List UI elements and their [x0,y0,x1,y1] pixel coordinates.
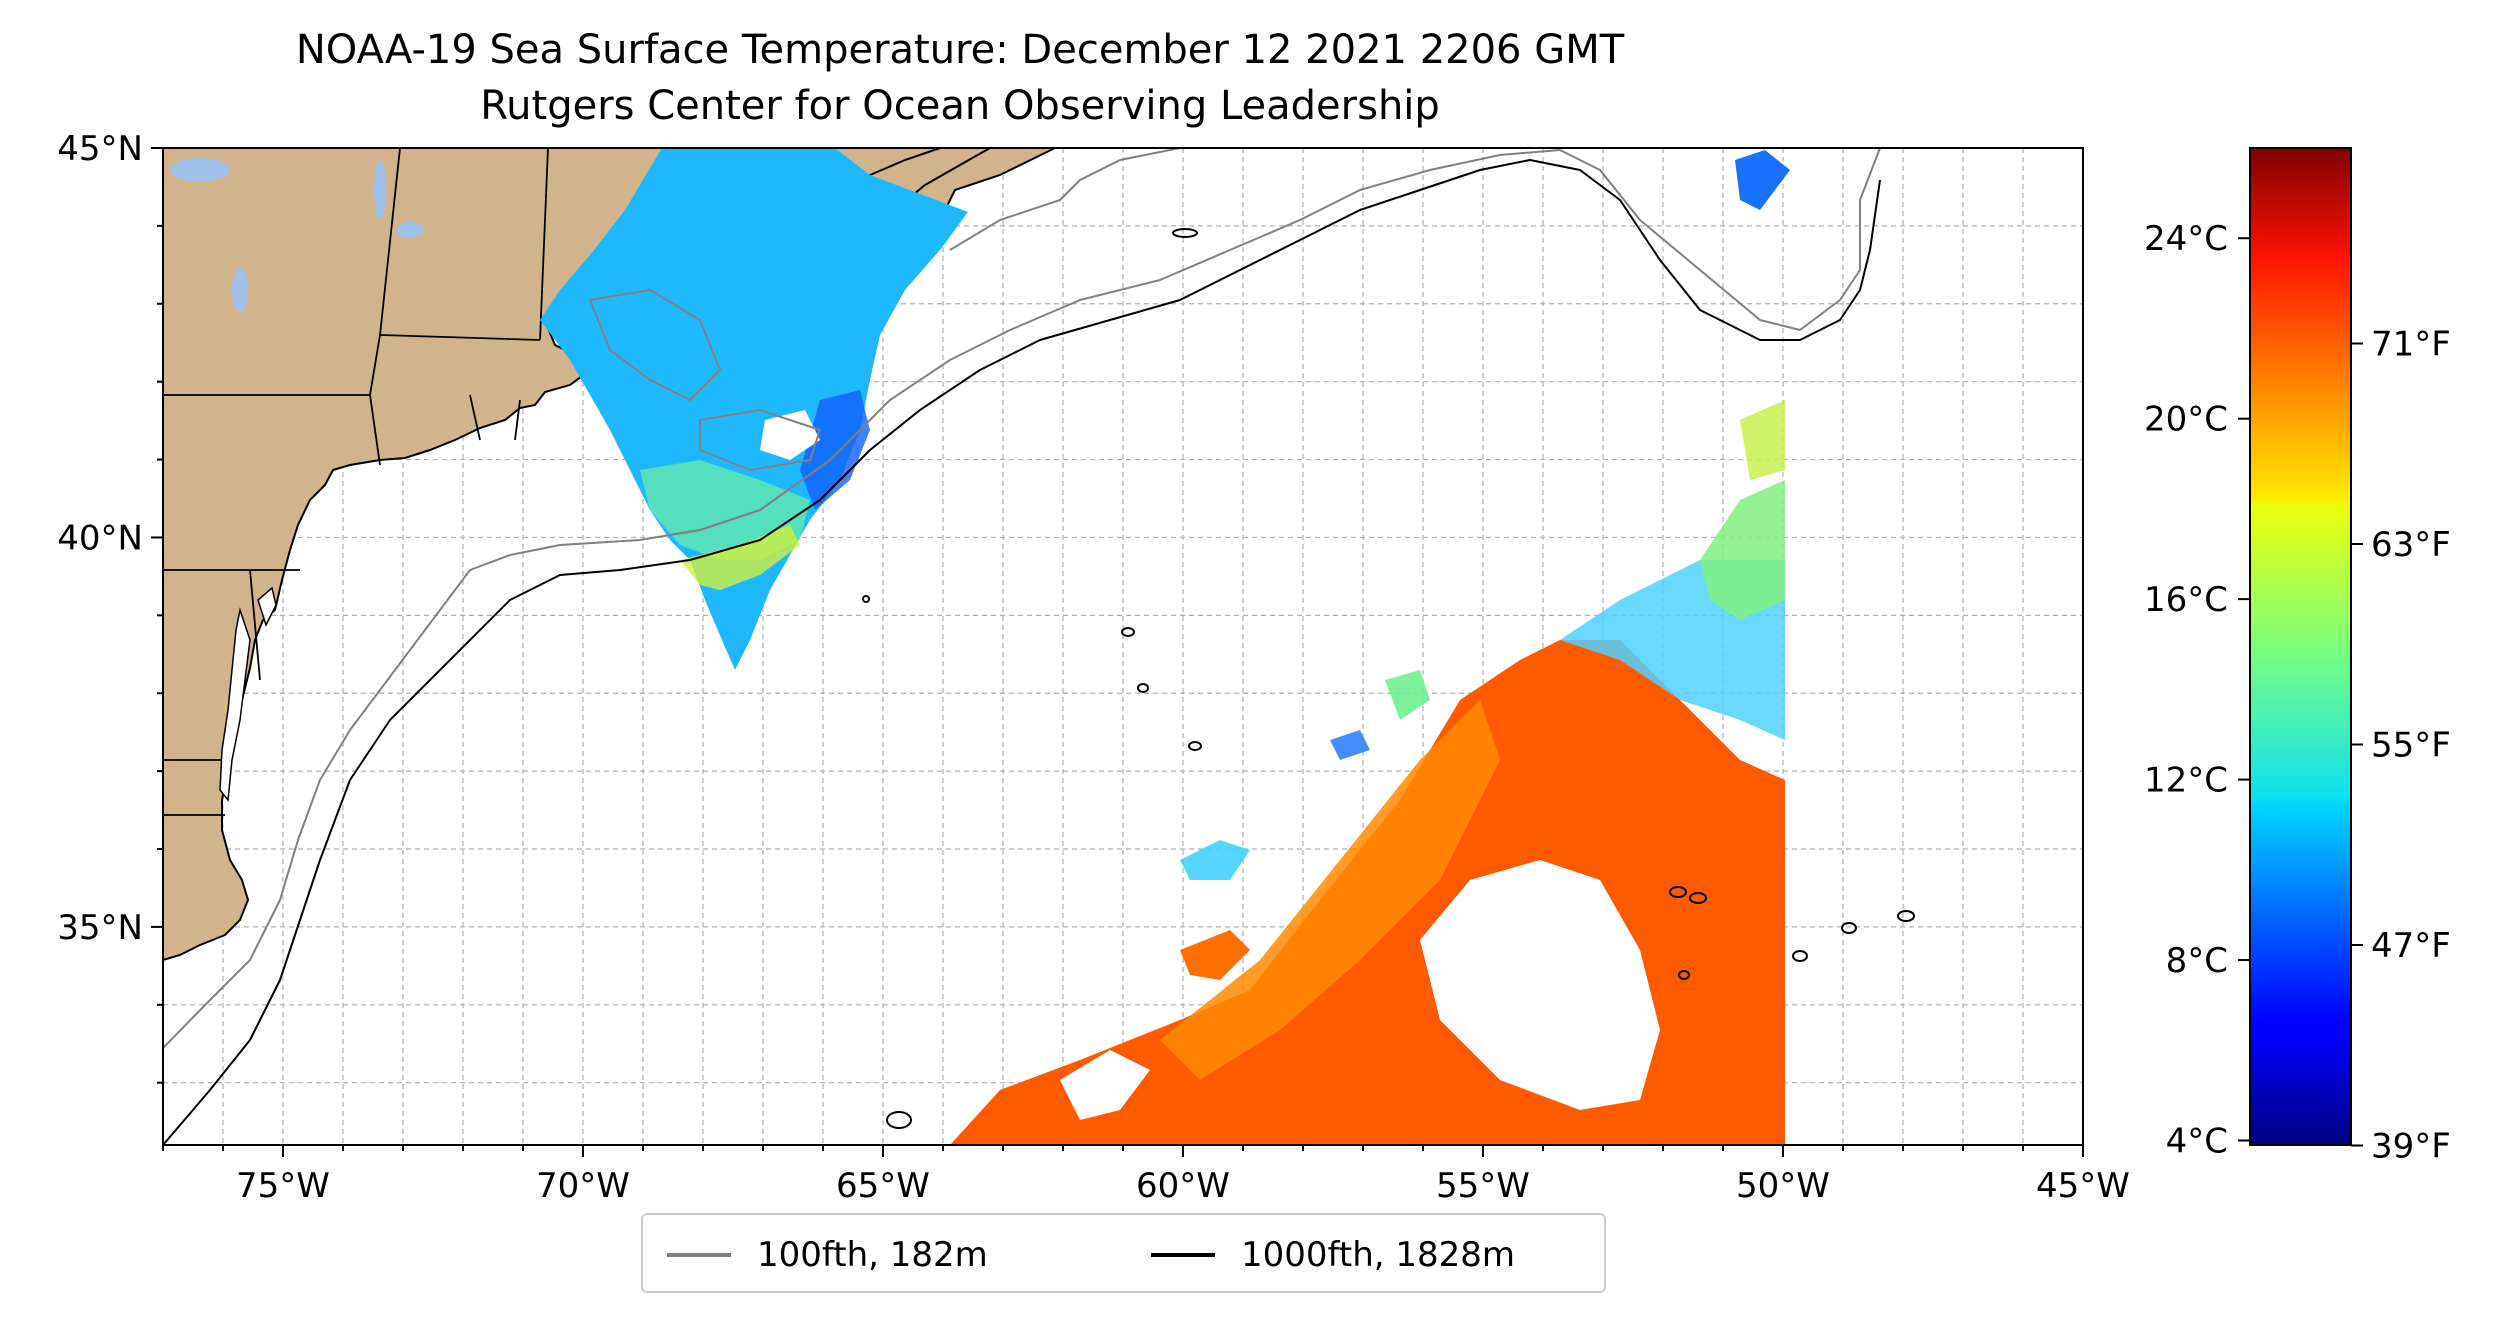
delaware-bay [257,586,277,627]
colorbar-c-tick-label: 8°C [2166,941,2228,981]
y-tick-label: 40°N [57,518,143,558]
y-tick-label: 35°N [57,908,143,948]
sst-patch-mid-blue [1330,730,1370,760]
sst-swath-east-green [1700,480,1785,620]
sst-swath-east-yellow [1740,400,1785,480]
colorbar-fahrenheit-ticks: 39°F 47°F 55°F 63°F 71°F [2351,324,2451,1167]
legend: 100fth, 182m 1000fth, 1828m [641,1213,1606,1293]
x-tick-label: 75°W [236,1166,330,1206]
x-tick-label: 45°W [2036,1166,2130,1206]
x-tick-label: 55°W [1436,1166,1530,1206]
colorbar-f-tick-label: 63°F [2371,525,2451,565]
lake [396,222,424,238]
title-line-2: Rutgers Center for Ocean Observing Leade… [480,83,1440,129]
sst-swath-south-clouds [1420,860,1660,1110]
colorbar-f-tick-label: 47°F [2371,926,2451,966]
sst-swath-south-orange [1160,700,1500,1080]
legend-label-100fth: 100fth, 182m [757,1235,988,1275]
lake [374,160,386,220]
sst-patch-ne [1735,150,1790,210]
sst-patch-mid-green [1385,670,1430,720]
colorbar-c-tick-label: 16°C [2144,580,2228,620]
colorbar-celsius-ticks: 4°C 8°C 12°C 16°C 20°C 24°C [2144,219,2250,1161]
y-axis-ticks: 45°N 40°N 35°N [57,129,163,1084]
colorbar-c-tick-label: 4°C [2166,1121,2228,1161]
sst-patch-sw [1180,930,1250,980]
sst-data [540,148,1790,1145]
x-axis-ticks: 75°W 70°W 65°W 60°W 55°W 50°W 45°W [162,1145,2130,1206]
x-tick-label: 65°W [836,1166,930,1206]
sst-swath-north [540,148,968,670]
contour-100fth-georges [699,409,821,471]
lake [232,268,248,312]
seamounts [862,228,1915,1129]
colorbar-f-tick-label: 55°F [2371,725,2451,765]
contour-100fth-gom [589,289,721,401]
sst-patch-west-cyan [1180,840,1250,880]
x-tick-label: 60°W [1136,1166,1230,1206]
x-tick-label: 50°W [1736,1166,1830,1206]
y-tick-label: 45°N [57,129,143,169]
legend-item-1000fth: 1000fth, 1828m [1151,1233,1515,1277]
contour-100fth [163,148,1881,1049]
colorbar-f-tick-label: 39°F [2371,1127,2451,1167]
legend-swatch-100fth [667,1253,731,1257]
sst-swath-north-blue [800,390,870,510]
colorbar [2249,147,2352,1146]
sst-swath-south-clouds-2 [1060,1050,1150,1120]
sst-swath-north-shelfbreak [680,525,800,590]
chart-title: NOAA-19 Sea Surface Temperature: Decembe… [165,22,1755,134]
state-borders [163,148,549,816]
bathymetry-contours [163,148,1915,1145]
legend-label-1000fth: 1000fth, 1828m [1241,1235,1516,1275]
colorbar-c-tick-label: 24°C [2144,219,2228,259]
contour-100fth-scotian [949,148,1181,251]
x-tick-label: 70°W [536,1166,630,1206]
legend-item-100fth: 100fth, 182m [667,1233,988,1277]
colorbar-c-tick-label: 20°C [2144,400,2228,440]
chesapeake-bay [219,607,251,802]
sst-swath-north-gap [760,410,820,460]
contour-1000fth [163,159,1881,1145]
title-line-1: NOAA-19 Sea Surface Temperature: Decembe… [295,27,1625,73]
lake [170,158,230,182]
colorbar-c-tick-label: 12°C [2144,761,2228,801]
colorbar-f-tick-label: 71°F [2371,324,2451,364]
legend-swatch-1000fth [1151,1253,1215,1257]
